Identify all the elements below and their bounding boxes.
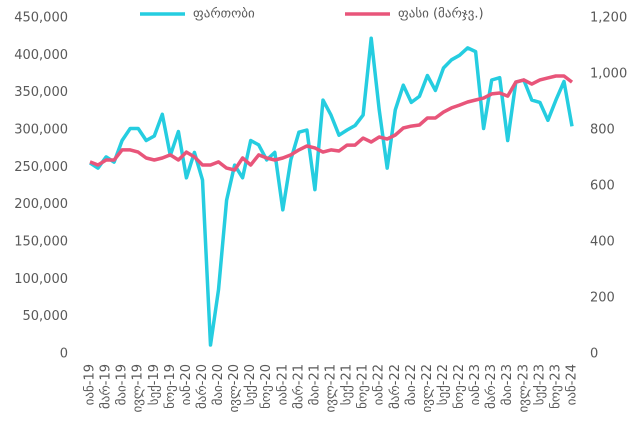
y-tick-label: 0 [60,347,68,362]
x-tick-label: მარ-23 [484,364,499,409]
legend-label: ფასი (მარჯვ.) [398,7,484,22]
y-tick-label: 450,000 [14,11,68,26]
x-tick-label: ივლ-19 [131,364,146,412]
y2-tick-label: 1,200 [590,11,627,26]
legend-label: ფართობი [193,7,255,22]
x-tick-label: მაი-21 [307,364,322,405]
x-tick-label: მარ-22 [388,364,403,409]
y-tick-label: 100,000 [14,272,68,287]
y2-tick-label: 800 [590,123,615,138]
y-tick-label: 50,000 [23,309,69,324]
x-tick-label: ივლ-20 [227,364,242,412]
x-tick-label: სექ-22 [436,364,451,405]
x-tick-label: ნოე-22 [452,364,467,409]
data-line [89,74,574,172]
x-tick-label: იან-21 [275,364,290,405]
x-tick-label: მაი-23 [500,364,515,405]
y2-tick-label: 600 [590,179,615,194]
y-tick-label: 350,000 [14,85,68,100]
x-tick-label: მაი-19 [115,364,130,405]
x-tick-label: იან-23 [468,364,483,405]
x-tick-label: იან-20 [179,364,194,405]
y-tick-label: 250,000 [14,160,68,175]
x-tick-label: სექ-19 [147,364,162,405]
x-tick-label: ივლ-22 [420,364,435,412]
x-tick-label: სექ-23 [532,364,547,405]
x-tick-label: სექ-20 [243,364,258,405]
x-tick-label: იან-19 [83,364,98,405]
y2-tick-label: 1,000 [590,67,627,82]
y-tick-label: 400,000 [14,48,68,63]
x-tick-label: ნოე-21 [356,364,371,409]
x-tick-label: მარ-19 [99,364,114,409]
x-tick-label: ნოე-23 [548,364,563,409]
y-tick-label: 200,000 [14,197,68,212]
x-tick-label: ივლ-23 [516,364,531,412]
y2-tick-label: 0 [590,347,598,362]
x-tick-label: მარ-21 [291,364,306,409]
x-tick-label: იან-24 [565,364,580,405]
x-tick-label: მაი-20 [211,364,226,405]
x-tick-label: ნოე-20 [259,364,274,409]
data-line [89,36,574,347]
x-tick-label: იან-22 [372,364,387,405]
y-tick-label: 300,000 [14,123,68,138]
x-tick-label: მარ-20 [195,364,210,409]
x-tick-label: ნოე-19 [163,364,178,409]
x-tick-label: სექ-21 [340,364,355,405]
y2-tick-label: 400 [590,235,615,250]
y-tick-label: 150,000 [14,235,68,250]
x-tick-label: ივლ-21 [324,364,339,412]
y2-tick-label: 200 [590,291,615,306]
x-tick-label: მაი-22 [404,364,419,405]
